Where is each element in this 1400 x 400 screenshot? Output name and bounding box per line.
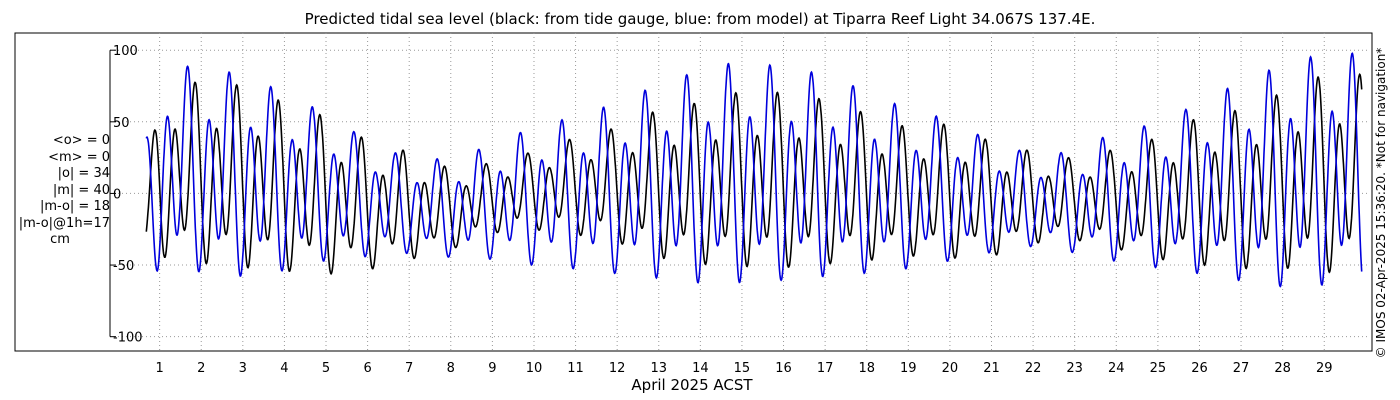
y-tick-label: -50 <box>113 259 134 274</box>
x-tick-label: 19 <box>900 361 917 376</box>
x-tick-label: 3 <box>239 361 247 376</box>
copyright-notice: © IMOS 02-Apr-2025 15:36:20. *Not for na… <box>1374 47 1388 359</box>
stat-abs-model: |m| = 40 <box>52 182 110 198</box>
x-tick-label: 7 <box>405 361 413 376</box>
x-tick-label: 8 <box>447 361 455 376</box>
x-tick-label: 1 <box>155 361 163 376</box>
series-layer <box>145 52 1363 288</box>
model-series-line <box>145 52 1363 288</box>
x-tick-label: 12 <box>609 361 626 376</box>
x-tick-label: 16 <box>775 361 792 376</box>
x-tick-label: 9 <box>488 361 496 376</box>
x-tick-label: 28 <box>1274 361 1291 376</box>
stat-mean-model: <m> = 0 <box>48 149 110 165</box>
stat-abs-diff: |m-o| = 18 <box>39 199 110 214</box>
x-tick-label: 15 <box>734 361 751 376</box>
x-tick-label: 5 <box>322 361 330 376</box>
stat-abs-observed: |o| = 34 <box>57 166 110 181</box>
stat-mean-observed: <o> = 0 <box>52 133 110 148</box>
x-tick-label: 11 <box>567 361 584 376</box>
y-tick-label: 50 <box>113 116 130 131</box>
chart-title: Predicted tidal sea level (black: from t… <box>304 10 1096 28</box>
grid-layer <box>110 33 1370 351</box>
x-tick-label: 27 <box>1233 361 1250 376</box>
x-tick-label: 18 <box>858 361 875 376</box>
y-tick-label: 100 <box>113 44 138 59</box>
stats-panel: <o> = 0 <m> = 0 |o| = 34 |m| = 40 |m-o| … <box>10 133 110 249</box>
x-tick-label: 24 <box>1108 361 1125 376</box>
x-tick-label: 10 <box>526 361 543 376</box>
y-tick-label: 0 <box>113 187 121 202</box>
x-tick-label: 20 <box>942 361 959 376</box>
x-axis-label: April 2025 ACST <box>631 376 753 394</box>
x-tick-label: 6 <box>363 361 371 376</box>
x-tick-label: 29 <box>1316 361 1333 376</box>
x-tick-label: 25 <box>1150 361 1167 376</box>
x-tick-label: 21 <box>983 361 1000 376</box>
x-tick-label: 4 <box>280 361 288 376</box>
y-tick-label: -100 <box>113 331 143 346</box>
x-tick-label: 23 <box>1066 361 1083 376</box>
stat-units: cm <box>50 232 70 247</box>
plot-frame <box>14 32 1373 352</box>
x-tick-label: 17 <box>817 361 834 376</box>
x-tick-label: 14 <box>692 361 709 376</box>
x-tick-label: 13 <box>650 361 667 376</box>
stat-abs-diff-1h: |m-o|@1h=17 <box>18 215 110 231</box>
x-tick-label: 26 <box>1191 361 1208 376</box>
x-tick-label: 22 <box>1025 361 1042 376</box>
x-tick-label: 2 <box>197 361 205 376</box>
